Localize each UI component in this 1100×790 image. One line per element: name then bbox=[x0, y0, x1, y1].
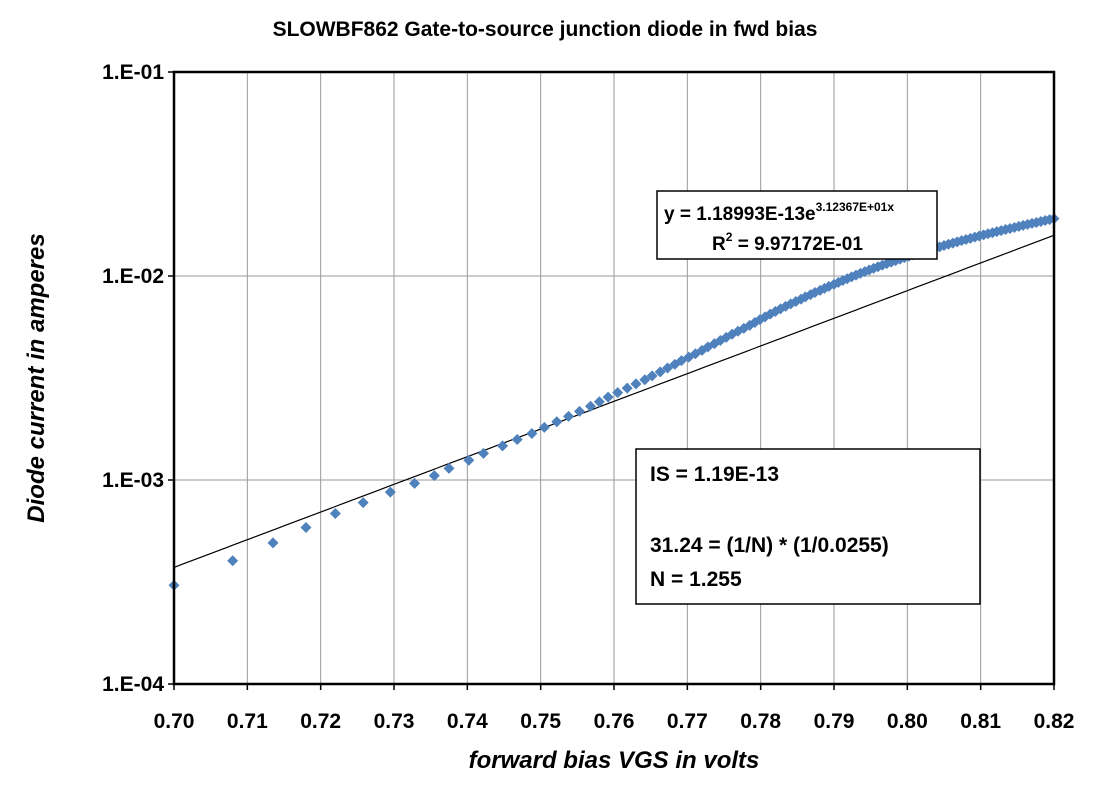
data-point bbox=[574, 405, 586, 417]
svg-text:R2 = 9.97172E-01: R2 = 9.97172E-01 bbox=[712, 230, 863, 255]
data-point bbox=[662, 362, 674, 374]
trendline bbox=[173, 234, 1055, 568]
data-point bbox=[646, 370, 658, 382]
x-axis-label: forward bias VGS in volts bbox=[469, 747, 760, 774]
data-point bbox=[384, 486, 396, 498]
data-point bbox=[329, 508, 341, 520]
annotation-n: N = 1.255 bbox=[650, 568, 742, 591]
data-point bbox=[602, 391, 614, 403]
data-point bbox=[538, 421, 550, 433]
x-tick-label: 0.81 bbox=[960, 710, 1001, 733]
y-axis-label: Diode current in amperes bbox=[23, 233, 50, 522]
x-tick-label: 0.77 bbox=[667, 710, 708, 733]
r2-value: = 9.97172E-01 bbox=[732, 234, 863, 255]
data-point bbox=[428, 470, 440, 482]
data-point bbox=[551, 416, 563, 428]
x-tick-label: 0.82 bbox=[1034, 710, 1075, 733]
data-point bbox=[300, 522, 312, 534]
data-point bbox=[612, 387, 624, 399]
x-tick-label: 0.73 bbox=[374, 710, 415, 733]
data-point bbox=[630, 378, 642, 390]
trendline-equation-exponent: 3.12367E+01x bbox=[816, 200, 895, 214]
chart-title: SLOWBF862 Gate-to-source junction diode … bbox=[273, 18, 818, 41]
svg-text:y = 1.18993E-13e3.12367E+01x: y = 1.18993E-13e3.12367E+01x bbox=[664, 200, 894, 225]
y-tick-label: 1.E-02 bbox=[102, 265, 164, 288]
x-tick-label: 0.74 bbox=[447, 710, 488, 733]
annotation-is: IS = 1.19E-13 bbox=[650, 463, 779, 486]
annotation-box: IS = 1.19E-13 31.24 = (1/N) * (1/0.0255)… bbox=[635, 448, 981, 605]
data-point bbox=[563, 410, 575, 422]
data-point bbox=[497, 440, 509, 452]
trendline-equation-box: y = 1.18993E-13e3.12367E+01x R2 = 9.9717… bbox=[656, 190, 938, 260]
data-point bbox=[477, 447, 489, 459]
data-point bbox=[585, 400, 597, 412]
x-tick-label: 0.76 bbox=[594, 710, 635, 733]
data-point bbox=[463, 454, 475, 466]
trendline-equation-prefix: y = 1.18993E-13e bbox=[664, 204, 816, 225]
x-tick-label: 0.75 bbox=[520, 710, 561, 733]
x-tick-label: 0.78 bbox=[740, 710, 781, 733]
data-point bbox=[409, 477, 421, 489]
r2-label: R bbox=[712, 234, 726, 255]
data-point bbox=[443, 462, 455, 474]
x-tick-label: 0.71 bbox=[227, 710, 268, 733]
data-point bbox=[654, 366, 666, 378]
data-point bbox=[511, 433, 523, 445]
x-axis-ticks: 0.70 0.71 0.72 0.73 0.74 0.75 0.76 0.77 0.78 0.79… bbox=[154, 684, 1075, 733]
data-point bbox=[227, 555, 239, 567]
y-tick-label: 1.E-01 bbox=[102, 61, 164, 84]
data-point bbox=[593, 396, 605, 408]
data-point bbox=[621, 382, 633, 394]
y-axis-ticks: 1.E-04 1.E-03 1.E-02 1.E-01 bbox=[102, 61, 174, 696]
x-tick-label: 0.70 bbox=[154, 710, 195, 733]
x-tick-label: 0.80 bbox=[887, 710, 928, 733]
trendline-layer bbox=[173, 234, 1055, 568]
data-point bbox=[890, 255, 902, 267]
data-point bbox=[639, 374, 651, 386]
data-point bbox=[357, 497, 369, 509]
data-point bbox=[526, 428, 538, 440]
annotation-equation: 31.24 = (1/N) * (1/0.0255) bbox=[650, 534, 889, 557]
data-point bbox=[267, 537, 279, 549]
y-tick-label: 1.E-03 bbox=[102, 469, 164, 492]
x-tick-label: 0.72 bbox=[300, 710, 341, 733]
y-tick-label: 1.E-04 bbox=[102, 673, 164, 696]
x-tick-label: 0.79 bbox=[814, 710, 855, 733]
r2-superscript: 2 bbox=[726, 230, 733, 244]
